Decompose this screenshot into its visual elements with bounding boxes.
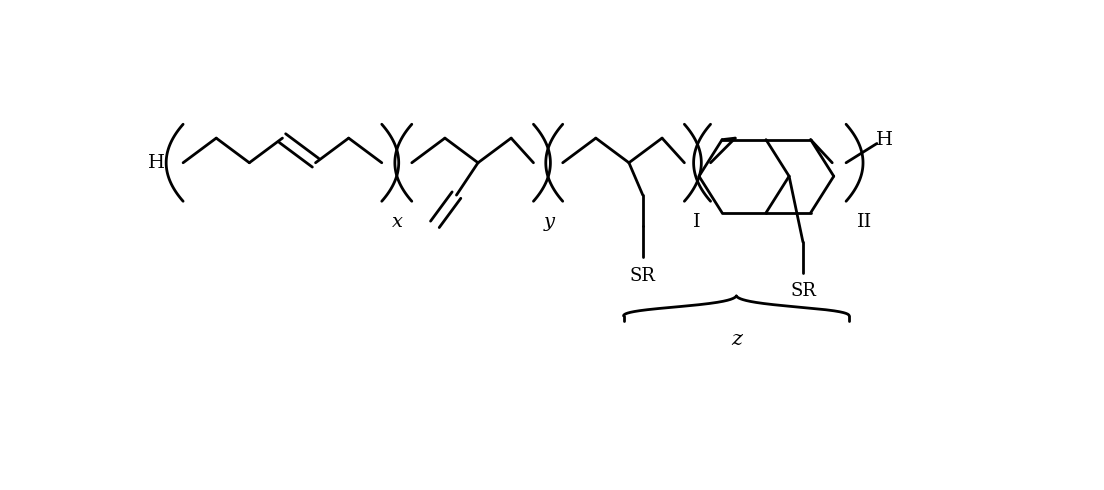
Text: z: z [731, 330, 742, 349]
Text: H: H [148, 154, 164, 172]
Text: x: x [392, 213, 403, 231]
Text: H: H [877, 131, 893, 148]
Text: SR: SR [630, 267, 656, 285]
Text: SR: SR [790, 282, 816, 300]
Text: II: II [857, 213, 872, 231]
Text: I: I [693, 213, 701, 231]
Text: y: y [543, 213, 554, 231]
